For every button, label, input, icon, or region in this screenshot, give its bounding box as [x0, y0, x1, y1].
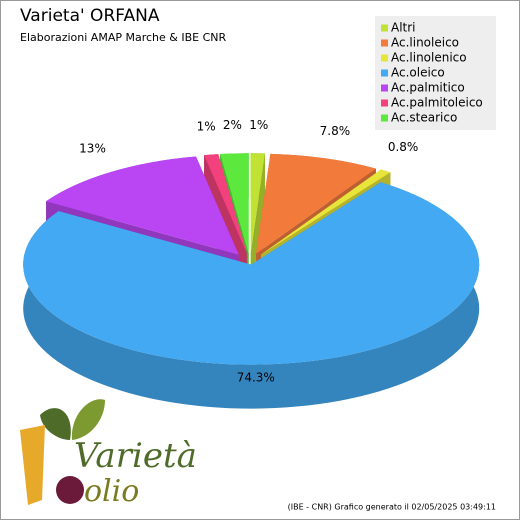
- legend-swatch: [381, 99, 388, 107]
- slice-side: [23, 182, 480, 409]
- slice: [260, 169, 391, 255]
- chart-title: Varieta' ORFANA: [20, 6, 160, 26]
- legend-swatch: [381, 114, 388, 122]
- data-label: 13%: [79, 141, 106, 155]
- slice: [23, 182, 480, 365]
- logo-one: [20, 425, 45, 505]
- logo-word: Varietà: [74, 436, 197, 476]
- data-label: 2%: [223, 118, 242, 132]
- legend-box: [375, 16, 496, 130]
- legend-label: Ac.linoleico: [391, 36, 459, 50]
- legend-swatch: [381, 39, 388, 47]
- slice: [46, 156, 239, 255]
- legend-swatch: [381, 69, 388, 77]
- data-label: 1%: [197, 119, 216, 133]
- slice: [204, 154, 247, 254]
- leaf: [40, 408, 71, 440]
- legend-swatch: [381, 84, 388, 92]
- data-label: 1%: [249, 118, 268, 132]
- logo: Varietà olio: [20, 399, 197, 509]
- legend-label: Altri: [391, 21, 416, 35]
- legend-swatch: [381, 24, 388, 32]
- logo-word: olio: [84, 474, 139, 509]
- legend-swatch: [381, 54, 388, 62]
- legend-label: Ac.palmitoleico: [391, 96, 483, 110]
- leaf: [71, 399, 105, 440]
- slice: [256, 153, 376, 254]
- data-label: 0.8%: [388, 140, 419, 154]
- legend-label: Ac.stearico: [391, 111, 457, 125]
- olive: [56, 476, 84, 504]
- legend-label: Ac.oleico: [391, 66, 445, 80]
- legend-label: Ac.palmitico: [391, 81, 465, 95]
- chart-subtitle: Elaborazioni AMAP Marche & IBE CNR: [20, 31, 226, 44]
- data-label: 74.3%: [237, 370, 275, 384]
- data-label: 7.8%: [320, 124, 351, 138]
- slice: [220, 153, 249, 254]
- footer: (IBE - CNR) Grafico generato il 02/05/20…: [288, 503, 496, 512]
- legend-label: Ac.linolenico: [391, 51, 467, 65]
- pie: 1% 7.8% 0.8% 74.3% 13% 1% 2%: [23, 118, 480, 409]
- slice: [250, 153, 265, 254]
